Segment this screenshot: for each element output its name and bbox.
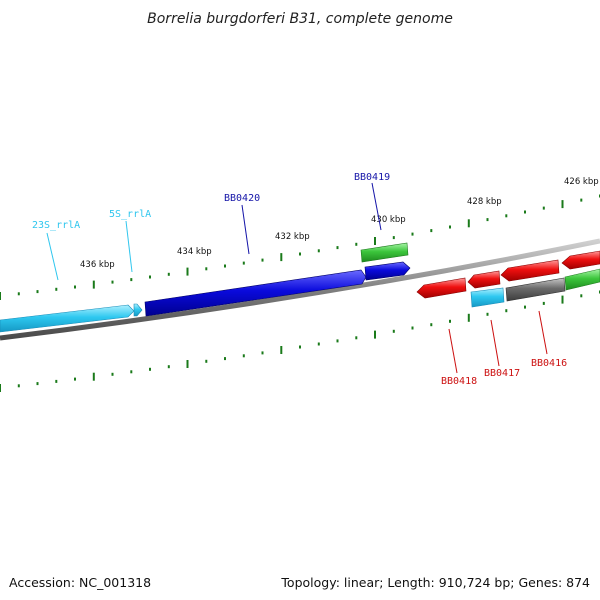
leader-BB0416 xyxy=(538,310,548,355)
leader-BB0417 xyxy=(490,319,500,367)
genome-backbone xyxy=(0,238,600,341)
feature-BB0420-arrow[interactable] xyxy=(144,269,367,317)
leader-23S-rrlA xyxy=(46,232,59,281)
label-BB0419[interactable]: BB0419 xyxy=(354,172,390,183)
label-BB0418[interactable]: BB0418 xyxy=(441,376,477,387)
scale-label-434kbp: 434 kbp xyxy=(177,247,212,257)
label-23S-rrlA[interactable]: 23S_rrlA xyxy=(32,220,80,231)
scale-ticks-inner xyxy=(0,290,600,392)
feature-BB0418-arrow[interactable] xyxy=(416,277,467,299)
leader-BB0420 xyxy=(241,204,250,255)
map-title: Borrelia burgdorferi B31, complete genom… xyxy=(147,11,453,27)
leader-5S-rrlA xyxy=(125,220,133,273)
genome-summary-text: Topology: linear; Length: 910,724 bp; Ge… xyxy=(280,575,590,590)
feature-23S-rrlA-arrow[interactable] xyxy=(0,304,135,333)
feature-BB0419-gene-bar[interactable] xyxy=(360,242,409,263)
accession-text: Accession: NC_001318 xyxy=(9,575,151,590)
leader-BB0418 xyxy=(448,328,458,374)
label-BB0420[interactable]: BB0420 xyxy=(224,193,260,204)
scale-label-426kbp: 426 kbp xyxy=(564,177,599,187)
scale-label-430kbp: 430 kbp xyxy=(371,215,406,225)
feature-BB0417-arrow[interactable] xyxy=(467,270,501,289)
feature-BB0416-arrow[interactable] xyxy=(500,259,560,282)
feature-BB0418-gene-bar[interactable] xyxy=(470,287,505,308)
label-BB0417[interactable]: BB0417 xyxy=(484,368,520,379)
feature-BB0417-gene-bar[interactable] xyxy=(505,277,566,302)
scale-label-428kbp: 428 kbp xyxy=(467,197,502,207)
scale-ticks-outer xyxy=(0,194,600,300)
feature-5S-rrlA-arrow[interactable] xyxy=(133,303,143,317)
feature-BB0419-arrow[interactable] xyxy=(364,261,411,281)
feature-next-minus-arrow[interactable] xyxy=(561,250,600,270)
label-5S-rrlA[interactable]: 5S_rrlA xyxy=(109,209,151,220)
label-BB0416[interactable]: BB0416 xyxy=(531,358,567,369)
leader-BB0419 xyxy=(371,182,382,231)
feature-next-gene-bar[interactable] xyxy=(564,268,600,291)
scale-label-436kbp: 436 kbp xyxy=(80,260,115,270)
scale-label-432kbp: 432 kbp xyxy=(275,232,310,242)
